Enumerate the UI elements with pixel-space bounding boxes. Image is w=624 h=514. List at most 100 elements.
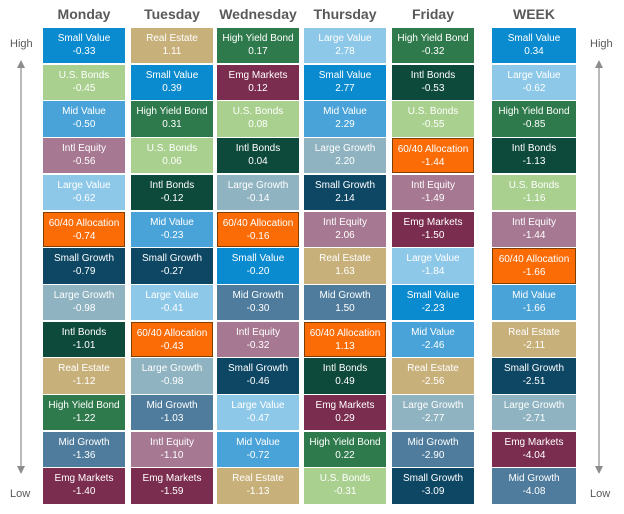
cell-tuesday-small-growth: Small Growth -0.27 — [131, 248, 213, 284]
cell-value: -0.50 — [72, 119, 96, 131]
cell-value: 0.06 — [162, 156, 182, 168]
cell-asset-name: U.S. Bonds — [58, 69, 110, 81]
cell-value: -1.10 — [160, 449, 184, 461]
cell-week-large-growth: Large Growth -2.71 — [492, 395, 576, 431]
cell-asset-name: Small Growth — [314, 179, 375, 191]
cell-week-mid-growth: Mid Growth -4.08 — [492, 468, 576, 504]
cell-value: 0.29 — [335, 413, 355, 424]
cell-wednesday-intl-bonds: Intl Bonds 0.04 — [217, 138, 299, 174]
cell-asset-name: Intl Bonds — [410, 69, 456, 81]
cell-asset-name: Real Estate — [508, 326, 560, 338]
cell-asset-name: Intl Equity — [236, 326, 280, 338]
cell-asset-name: Intl Equity — [411, 179, 455, 191]
cell-value: -2.23 — [421, 302, 445, 314]
cell-wednesday-mid-growth: Mid Growth -0.30 — [217, 284, 299, 321]
cell-value: -2.90 — [421, 449, 445, 461]
cell-monday-intl-equity: Intl Equity -0.56 — [43, 138, 125, 174]
cell-value: -0.62 — [522, 82, 546, 94]
cell-value: 0.17 — [248, 46, 268, 57]
cell-value: -0.23 — [160, 229, 184, 241]
cell-tuesday-large-growth: Large Growth -0.98 — [131, 358, 213, 394]
cell-value: -1.03 — [160, 413, 184, 424]
cell-asset-name: Intl Equity — [512, 216, 556, 228]
cell-value: -0.20 — [246, 266, 270, 278]
cell-value: -0.45 — [72, 82, 96, 94]
cell-value: -0.85 — [522, 119, 546, 131]
cell-asset-name: Real Estate — [319, 253, 371, 265]
cell-value: -0.43 — [160, 340, 184, 352]
cell-value: 2.77 — [335, 82, 355, 94]
cell-value: -1.36 — [72, 449, 96, 461]
cell-asset-name: Intl Equity — [62, 143, 106, 155]
cell-value: 1.11 — [162, 46, 182, 57]
cell-value: -4.08 — [522, 486, 546, 498]
cell-wednesday-large-growth: Large Growth -0.14 — [217, 174, 299, 211]
cell-friday-emg-markets: Emg Markets -1.50 — [392, 211, 474, 247]
cell-wednesday-mid-value: Mid Value -0.72 — [217, 431, 299, 468]
cell-week-u-s-bonds: U.S. Bonds -1.16 — [492, 174, 576, 211]
cell-tuesday-high-yield-bond: High Yield Bond 0.31 — [131, 101, 213, 137]
cell-asset-name: Intl Bonds — [61, 326, 107, 338]
cell-tuesday-large-value: Large Value -0.41 — [131, 284, 213, 321]
cell-value: 0.22 — [335, 449, 355, 461]
cell-value: -3.09 — [421, 486, 445, 498]
cell-week-intl-equity: Intl Equity -1.44 — [492, 211, 576, 247]
cell-asset-name: Mid Growth — [58, 436, 110, 448]
cell-friday-u-s-bonds: U.S. Bonds -0.55 — [392, 101, 474, 137]
cell-asset-name: Large Value — [231, 400, 285, 411]
cell-value: -2.11 — [522, 339, 546, 351]
cell-value: -0.32 — [246, 339, 270, 351]
cell-wednesday-high-yield-bond: High Yield Bond 0.17 — [217, 28, 299, 64]
cell-value: -1.44 — [421, 157, 445, 169]
cell-friday-large-value: Large Value -1.84 — [392, 248, 474, 284]
cell-thursday-60-40-allocation: 60/40 Allocation 1.13 — [304, 321, 386, 357]
cell-thursday-high-yield-bond: High Yield Bond 0.22 — [304, 431, 386, 468]
cell-value: -0.32 — [421, 46, 445, 57]
cell-wednesday-u-s-bonds: U.S. Bonds 0.08 — [217, 101, 299, 137]
cell-friday-large-growth: Large Growth -2.77 — [392, 395, 474, 431]
cell-tuesday-intl-bonds: Intl Bonds -0.12 — [131, 174, 213, 211]
cell-asset-name: Large Growth — [227, 179, 289, 191]
cell-value: -0.30 — [246, 302, 270, 314]
cell-asset-name: High Yield Bond — [309, 436, 381, 448]
cell-friday-mid-growth: Mid Growth -2.90 — [392, 431, 474, 468]
cell-wednesday-60-40-allocation: 60/40 Allocation -0.16 — [217, 211, 299, 247]
cell-asset-name: Large Growth — [402, 400, 464, 411]
cell-asset-name: Small Value — [231, 253, 285, 265]
cell-value: -0.98 — [72, 302, 96, 314]
cell-value: 0.04 — [248, 156, 268, 168]
cell-asset-name: Intl Equity — [150, 436, 194, 448]
cell-value: -0.56 — [72, 156, 96, 168]
cell-asset-name: Mid Growth — [407, 436, 459, 448]
cell-value: -2.71 — [522, 413, 546, 424]
cell-value: -1.22 — [72, 413, 96, 424]
left-high-label: High — [10, 38, 33, 50]
cell-monday-high-yield-bond: High Yield Bond -1.22 — [43, 395, 125, 431]
cell-week-intl-bonds: Intl Bonds -1.13 — [492, 138, 576, 174]
cell-asset-name: Mid Value — [150, 216, 194, 228]
cell-value: 1.13 — [335, 340, 355, 352]
cell-asset-name: Mid Value — [411, 326, 455, 338]
cell-asset-name: Real Estate — [58, 363, 110, 375]
cell-thursday-large-value: Large Value 2.78 — [304, 28, 386, 64]
cell-wednesday-large-value: Large Value -0.47 — [217, 395, 299, 431]
cell-value: -1.50 — [421, 229, 445, 241]
cell-value: -1.13 — [522, 156, 546, 168]
cell-asset-name: Emg Markets — [142, 473, 202, 485]
cell-asset-name: Small Growth — [402, 473, 463, 485]
cell-value: 0.12 — [248, 82, 268, 94]
cell-asset-name: Emg Markets — [504, 436, 564, 448]
cell-wednesday-small-growth: Small Growth -0.46 — [217, 358, 299, 394]
cell-asset-name: Mid Growth — [146, 400, 198, 411]
cell-asset-name: Small Growth — [227, 363, 288, 375]
cell-asset-name: Small Growth — [141, 253, 202, 265]
cell-value: 2.06 — [335, 229, 355, 241]
right-high-label: High — [590, 38, 613, 50]
cell-friday-60-40-allocation: 60/40 Allocation -1.44 — [392, 138, 474, 174]
cell-value: -0.31 — [333, 486, 357, 498]
cell-value: -1.66 — [522, 267, 546, 279]
column-header-wednesday: Wednesday — [219, 6, 297, 22]
cell-asset-name: Large Growth — [314, 143, 376, 155]
cell-week-real-estate: Real Estate -2.11 — [492, 321, 576, 357]
cell-monday-emg-markets: Emg Markets -1.40 — [43, 468, 125, 504]
